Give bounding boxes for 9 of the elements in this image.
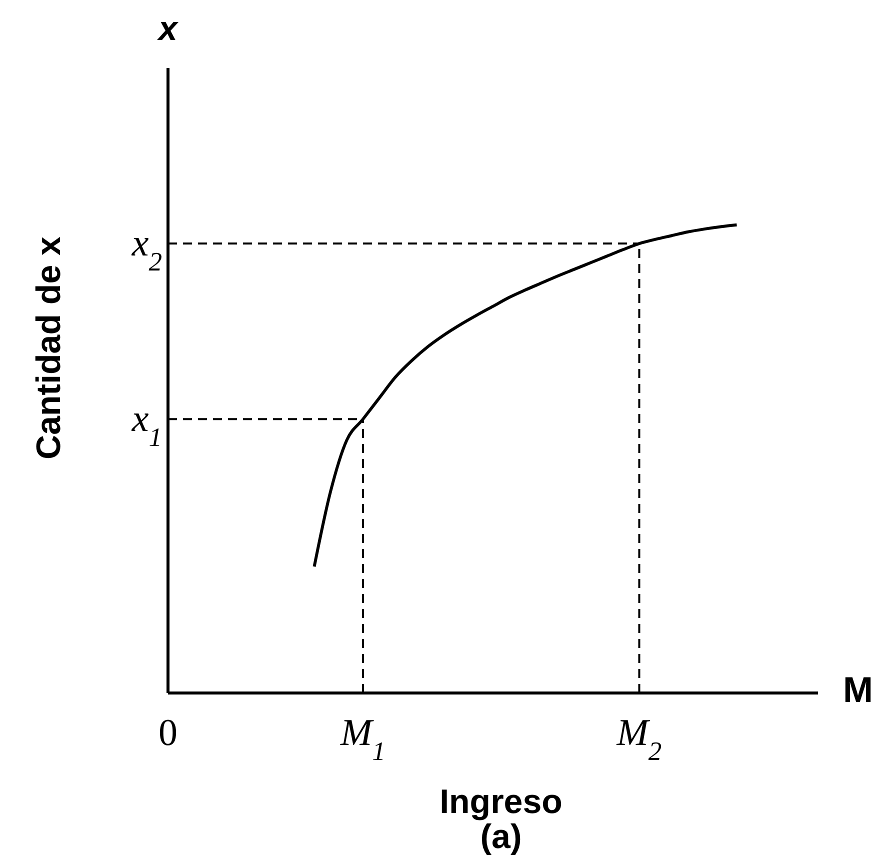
x-tick-label: M$_{2}$ xyxy=(616,712,662,766)
x-tick-label: M$_{1}$ xyxy=(340,712,386,766)
text: M xyxy=(843,669,873,710)
ref-line-label: x$_{1}$ xyxy=(130,398,162,452)
x-tick-label: 0 xyxy=(158,712,178,754)
ref-line-label: x$_{2}$ xyxy=(130,222,162,277)
y-axis-title: Cantidad de x xyxy=(30,236,68,460)
x-axis-title: Ingreso xyxy=(440,783,562,821)
text: x xyxy=(156,10,180,48)
